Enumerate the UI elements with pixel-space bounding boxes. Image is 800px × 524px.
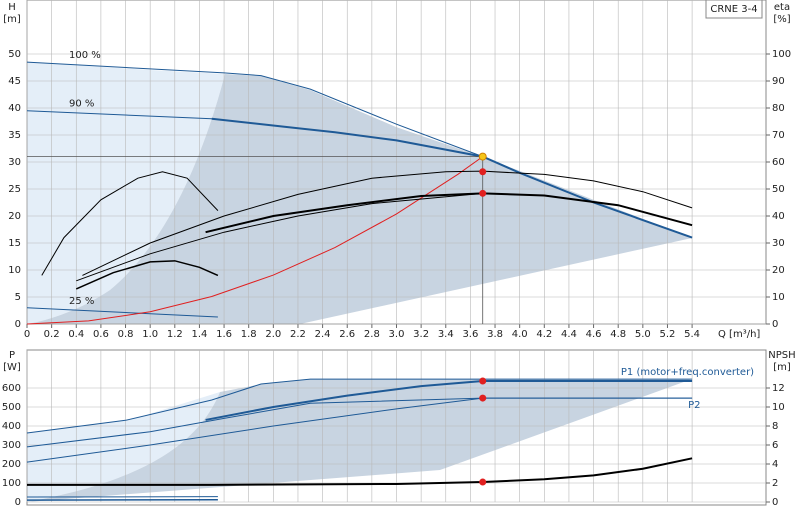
- x-tick-label: 3.2: [413, 329, 429, 340]
- operating-point: [479, 168, 486, 175]
- y2-tick-label: 12: [772, 383, 785, 394]
- x-tick-label: 2.2: [290, 329, 306, 340]
- x-tick-label: 2.8: [364, 329, 380, 340]
- y-tick-label: 0: [15, 497, 21, 508]
- x-tick-label: 4.2: [536, 329, 552, 340]
- y-tick-label: 500: [2, 402, 21, 413]
- y2-axis-label: eta: [774, 2, 790, 13]
- curve-label: 100 %: [69, 50, 101, 61]
- x-tick-label: 2.6: [339, 329, 355, 340]
- y-axis-label: P: [9, 350, 15, 361]
- x-tick-label: 2.0: [265, 329, 281, 340]
- x-tick-label: 0.2: [44, 329, 60, 340]
- y2-tick-label: 30: [772, 238, 785, 249]
- y-tick-label: 200: [2, 459, 21, 470]
- x-axis-label: Q [m³/h]: [718, 329, 760, 340]
- y2-tick-label: 100: [772, 49, 791, 60]
- x-tick-label: 4.0: [512, 329, 528, 340]
- y-tick-label: 15: [8, 238, 21, 249]
- y-tick-label: 100: [2, 478, 21, 489]
- operating-point: [479, 479, 486, 486]
- operating-point: [479, 190, 486, 197]
- y-tick-label: 600: [2, 383, 21, 394]
- x-tick-label: 1.6: [216, 329, 232, 340]
- y-tick-label: 30: [8, 157, 21, 168]
- x-tick-label: 1.8: [241, 329, 257, 340]
- x-tick-label: 4.4: [561, 329, 577, 340]
- y2-tick-label: 8: [772, 421, 778, 432]
- x-tick-label: 5.4: [684, 329, 700, 340]
- x-tick-label: 0.4: [68, 329, 84, 340]
- x-tick-label: 5.2: [660, 329, 676, 340]
- operating-point: [479, 153, 486, 160]
- curve-label: 25 %: [69, 296, 94, 307]
- x-tick-label: 3.0: [389, 329, 405, 340]
- x-tick-label: 0.8: [118, 329, 134, 340]
- y-tick-label: 35: [8, 130, 21, 141]
- x-tick-label: 4.6: [586, 329, 602, 340]
- y-tick-label: 400: [2, 421, 21, 432]
- x-tick-label: 0: [24, 329, 30, 340]
- curve-label: P2: [688, 400, 700, 411]
- y2-tick-label: 10: [772, 292, 785, 303]
- x-tick-label: 1.4: [191, 329, 207, 340]
- x-tick-label: 3.8: [487, 329, 503, 340]
- y2-tick-label: 80: [772, 103, 785, 114]
- y2-tick-label: 6: [772, 440, 778, 451]
- operating-point: [479, 395, 486, 402]
- x-tick-label: 0.6: [93, 329, 109, 340]
- y-axis-label: [W]: [3, 362, 21, 373]
- y2-tick-label: 50: [772, 184, 785, 195]
- y-tick-label: 5: [15, 292, 21, 303]
- x-tick-label: 3.6: [462, 329, 478, 340]
- y-tick-label: 45: [8, 76, 21, 87]
- y2-tick-label: 2: [772, 478, 778, 489]
- y-axis-label: H: [8, 2, 16, 13]
- x-tick-label: 2.4: [315, 329, 331, 340]
- x-tick-label: 1.0: [142, 329, 158, 340]
- x-tick-label: 4.8: [610, 329, 626, 340]
- y-tick-label: 10: [8, 265, 21, 276]
- x-tick-label: 3.4: [438, 329, 454, 340]
- operating-point: [479, 377, 486, 384]
- y-tick-label: 25: [8, 184, 21, 195]
- y2-axis-label: [%]: [773, 14, 790, 25]
- curve-label: P1 (motor+freq.converter): [621, 367, 754, 378]
- y2-tick-label: 70: [772, 130, 785, 141]
- y2-axis-label: [m]: [773, 362, 791, 373]
- y2-tick-label: 20: [772, 265, 785, 276]
- y-tick-label: 300: [2, 440, 21, 451]
- y-axis-label: [m]: [3, 14, 21, 25]
- y-tick-label: 20: [8, 211, 21, 222]
- y2-tick-label: 0: [772, 497, 778, 508]
- curve-label: 90 %: [69, 99, 94, 110]
- y-tick-label: 40: [8, 103, 21, 114]
- y2-tick-label: 90: [772, 76, 785, 87]
- x-tick-label: 1.2: [167, 329, 183, 340]
- y2-tick-label: 60: [772, 157, 785, 168]
- y2-axis-label: NPSH: [768, 350, 795, 361]
- y2-tick-label: 0: [772, 319, 778, 330]
- y2-tick-label: 10: [772, 402, 785, 413]
- x-tick-label: 5.0: [635, 329, 651, 340]
- y2-tick-label: 4: [772, 459, 778, 470]
- y-tick-label: 50: [8, 49, 21, 60]
- y2-tick-label: 40: [772, 211, 785, 222]
- y-tick-label: 0: [15, 319, 21, 330]
- annotation: CRNE 3-4: [710, 4, 757, 15]
